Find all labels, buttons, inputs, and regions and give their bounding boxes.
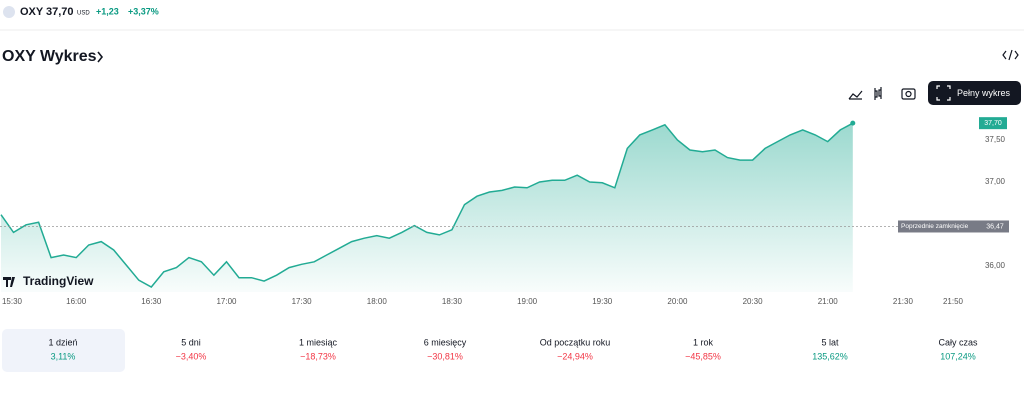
period-value: −30,81% — [427, 351, 463, 361]
period-label: Od początku roku — [540, 337, 611, 347]
y-tick-label: 36,00 — [985, 261, 1006, 270]
x-tick-label: 21:00 — [818, 297, 839, 306]
full-chart-label: Pełny wykres — [957, 88, 1011, 98]
x-tick-label: 20:30 — [743, 297, 764, 306]
price-line — [0, 122, 854, 288]
last-price-tag — [979, 117, 1007, 130]
period-label: 1 miesiąc — [299, 337, 338, 347]
x-tick-label: 19:00 — [517, 297, 538, 306]
period-label: 5 lat — [821, 337, 839, 347]
x-tick-label: 21:30 — [893, 297, 914, 306]
symbol: OXY — [20, 6, 44, 18]
area — [1, 123, 853, 292]
area-icon[interactable] — [848, 90, 863, 100]
period-tabs: 1 dzień 3,11% 5 dni −3,40% 1 miesiąc −18,73% 6… — [2, 329, 978, 372]
title[interactable]: OXY Wykres — [2, 48, 97, 65]
x-tick-label: 15:30 — [2, 297, 23, 306]
camera-lens — [905, 90, 912, 98]
full-chart-button[interactable] — [928, 81, 1021, 105]
period-value: 107,24% — [940, 351, 976, 361]
period-label: 6 miesięcy — [424, 337, 467, 347]
period-value: −45,85% — [685, 351, 721, 361]
candle-icon[interactable] — [874, 87, 882, 100]
last-point — [850, 120, 856, 126]
tv-logo — [3, 277, 15, 287]
x-tick-label: 21:50 — [943, 297, 964, 306]
period-value: −18,73% — [300, 351, 336, 361]
x-tick-label: 16:30 — [141, 297, 162, 306]
period-value: −3,40% — [176, 351, 207, 361]
previous-close-caption: Poprzednie zamknięcie — [901, 223, 969, 230]
symbol-logo — [3, 6, 15, 18]
camera-icon[interactable] — [901, 88, 916, 100]
chart: 15:30 16:00 16:30 17:00 17:30 18:00 18:30 19:00… — [0, 117, 1009, 306]
period-label: 1 rok — [693, 337, 714, 347]
fullscreen-icon — [936, 85, 951, 101]
change: +1,23 — [96, 6, 119, 16]
title-chevron — [97, 51, 104, 63]
period-label: Cały czas — [938, 337, 978, 347]
previous-close-value: 36,47 — [986, 223, 1004, 230]
y-tick-label: 37,50 — [985, 135, 1006, 144]
period-label: 5 dni — [181, 337, 201, 347]
x-tick-label: 17:30 — [292, 297, 313, 306]
x-tick-label: 19:30 — [592, 297, 613, 306]
x-tick-label: 18:30 — [442, 297, 463, 306]
period-value: 135,62% — [812, 351, 848, 361]
last-price-label: 37,70 — [984, 120, 1002, 127]
x-tick-label: 16:00 — [66, 297, 87, 306]
watermark: TradingView — [23, 274, 94, 288]
previous-close-tag — [898, 220, 1009, 233]
period-label: 1 dzień — [48, 337, 77, 347]
active-tab — [2, 329, 125, 372]
currency: USD — [77, 11, 90, 17]
x-tick-label: 17:00 — [216, 297, 237, 306]
y-tick-label: 37,00 — [985, 177, 1006, 186]
period-value: 3,11% — [51, 351, 76, 361]
x-tick-label: 20:00 — [667, 297, 688, 306]
embed-icon[interactable] — [1002, 49, 1019, 61]
price: 37,70 — [46, 6, 74, 18]
period-value: −24,94% — [557, 351, 593, 361]
change-pct: +3,37% — [128, 6, 159, 16]
x-tick-label: 18:00 — [367, 297, 388, 306]
